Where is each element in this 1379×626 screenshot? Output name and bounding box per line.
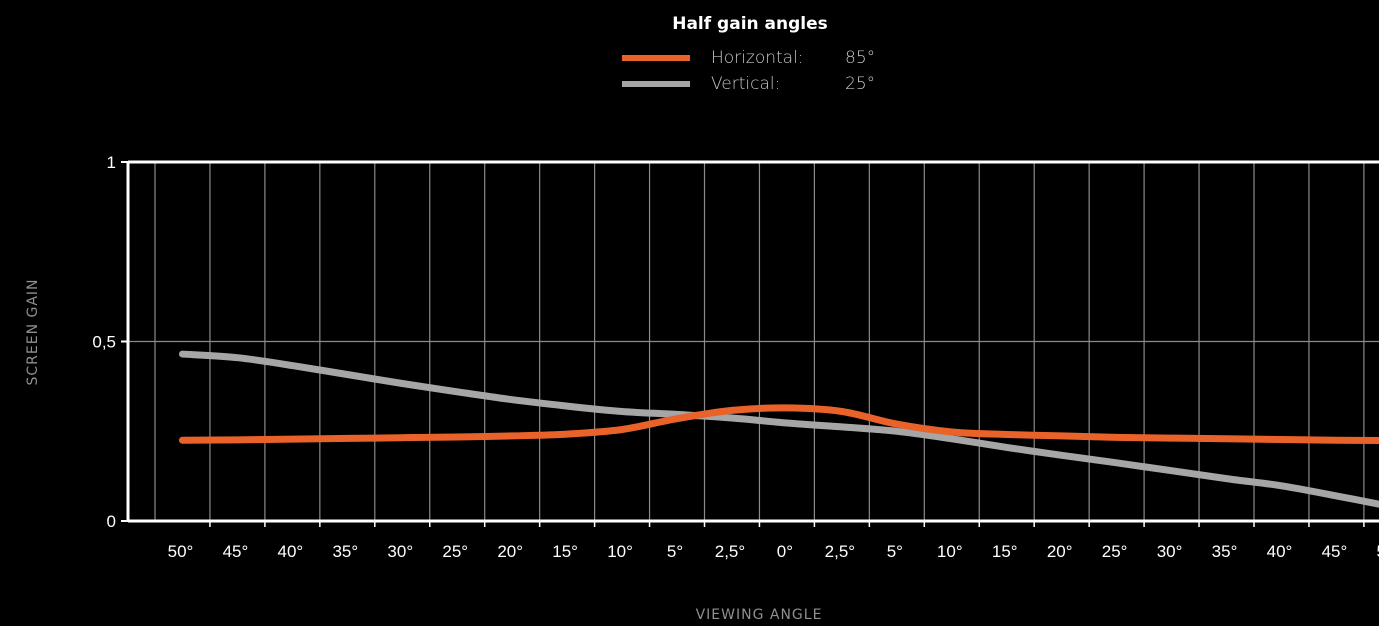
x-tick-label: 2,5° xyxy=(715,542,745,561)
x-tick-label: 25° xyxy=(1102,542,1128,561)
legend-swatch-vertical xyxy=(622,81,690,87)
x-tick-label: 15° xyxy=(992,542,1018,561)
y-tick-label: 1 xyxy=(107,153,116,172)
legend-item-horizontal: Horizontal: 85° xyxy=(622,48,875,68)
x-tick-label: 50° xyxy=(1377,542,1379,561)
x-tick-label: 0° xyxy=(777,542,793,561)
series-line-horizontal xyxy=(178,404,1379,445)
y-tick-label: 0,5 xyxy=(92,333,116,352)
legend-value-vertical: 25° xyxy=(845,74,876,94)
x-tick-label: 40° xyxy=(278,542,304,561)
legend-label-horizontal: Horizontal: xyxy=(711,48,804,68)
x-tick-label: 10° xyxy=(937,542,963,561)
x-tick-label: 50° xyxy=(168,542,194,561)
y-tick-label: 0 xyxy=(107,512,116,531)
legend-label-vertical: Vertical: xyxy=(711,74,781,94)
x-tick-label: 45° xyxy=(1322,542,1348,561)
x-tick-label: 30° xyxy=(387,542,413,561)
x-tick-label: 5° xyxy=(667,542,683,561)
x-tick-label: 25° xyxy=(442,542,468,561)
x-tick-label: 40° xyxy=(1267,542,1293,561)
x-tick-label: 20° xyxy=(497,542,523,561)
legend-title: Half gain angles xyxy=(672,14,828,34)
legend-value-horizontal: 85° xyxy=(845,48,876,68)
x-tick-label: 10° xyxy=(607,542,633,561)
x-tick-label: 35° xyxy=(332,542,358,561)
legend-swatch-horizontal xyxy=(622,55,690,61)
series-line-vertical xyxy=(178,350,1379,508)
x-tick-label: 5° xyxy=(887,542,903,561)
x-tick-label: 35° xyxy=(1212,542,1238,561)
legend-item-vertical: Vertical: 25° xyxy=(622,74,875,94)
x-tick-label: 2,5° xyxy=(825,542,855,561)
x-tick-label: 45° xyxy=(223,542,249,561)
x-tick-label: 15° xyxy=(552,542,578,561)
x-tick-label: 20° xyxy=(1047,542,1073,561)
x-tick-label: 30° xyxy=(1157,542,1183,561)
x-axis-label: VIEWING ANGLE xyxy=(695,607,823,623)
